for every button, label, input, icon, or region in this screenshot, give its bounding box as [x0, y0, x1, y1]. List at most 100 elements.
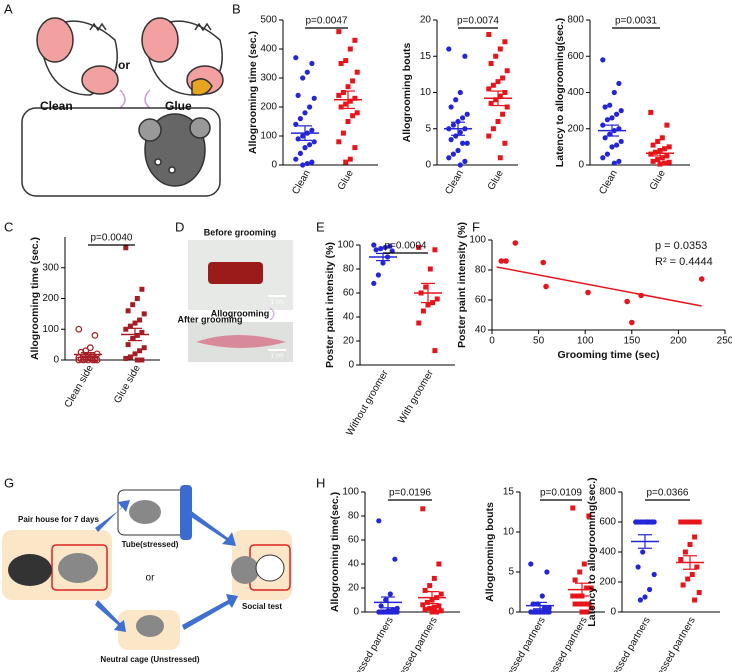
data-point: [581, 601, 587, 607]
x-tick-label: Glue side: [112, 363, 143, 405]
data-point: [498, 258, 505, 264]
data-point: [427, 605, 433, 611]
data-point: [432, 247, 438, 253]
data-point: [125, 308, 131, 314]
data-point: [486, 133, 492, 139]
data-point: [572, 577, 578, 583]
data-point: [497, 93, 503, 99]
data-point: [307, 142, 313, 148]
data-point: [420, 602, 426, 608]
y-tick-label: 80: [343, 264, 355, 275]
y-tick-label: 500: [260, 15, 277, 26]
p-value: p=0.0366: [647, 488, 689, 499]
data-point: [614, 142, 620, 148]
data-point: [650, 142, 656, 148]
data-point: [696, 590, 702, 595]
data-point: [376, 518, 382, 524]
data-point: [652, 149, 658, 155]
data-point: [495, 79, 501, 85]
data-point: [350, 78, 356, 84]
data-point: [427, 583, 433, 589]
data-point: [446, 155, 452, 161]
data-point: [629, 319, 635, 326]
data-point: [432, 348, 438, 354]
data-point: [618, 138, 624, 145]
data-point: [497, 155, 503, 161]
y-tick-label: 400: [260, 44, 277, 55]
data-point: [387, 591, 393, 597]
data-point: [345, 84, 351, 90]
y-tick-label: 800: [567, 15, 584, 26]
y-tick-label: 100: [469, 235, 486, 246]
y-tick-label: 600: [599, 517, 616, 528]
data-point: [311, 139, 317, 145]
y-axis-label: Poster paint intensity (%): [456, 222, 468, 348]
data-point: [493, 53, 499, 59]
data-point: [125, 342, 131, 348]
data-point: [422, 607, 428, 613]
data-point: [336, 139, 342, 145]
data-point: [141, 311, 147, 317]
data-point: [648, 151, 654, 157]
data-point: [586, 601, 592, 607]
data-point: [638, 292, 644, 299]
p-value: p=0.0196: [389, 488, 431, 499]
data-point: [537, 609, 543, 615]
annotation: p = 0.0353: [655, 240, 707, 252]
data-point: [611, 160, 617, 166]
y-tick-label: 0: [271, 160, 277, 171]
data-point: [309, 127, 315, 133]
data-point: [302, 110, 308, 116]
data-point: [495, 119, 501, 124]
y-axis-label: Latency to allogrooming(sec.): [586, 477, 598, 626]
data-point: [134, 332, 140, 338]
data-point: [493, 97, 499, 103]
data-point: [624, 298, 630, 305]
data-point: [431, 575, 437, 581]
data-point: [504, 68, 510, 74]
data-point: [123, 326, 129, 332]
y-tick-label: 40: [348, 559, 360, 570]
data-point: [297, 116, 303, 122]
data-point: [434, 296, 440, 302]
y-tick-label: 40: [475, 325, 487, 336]
data-point: [385, 609, 391, 615]
data-point: [584, 585, 590, 591]
data-point: [457, 89, 463, 96]
data-point: [600, 122, 606, 128]
scale-bar: 1 cm: [270, 300, 283, 306]
data-point: [586, 513, 592, 519]
data-point: [464, 111, 470, 117]
data-point: [500, 111, 506, 117]
data-point: [380, 609, 386, 615]
y-tick-label: 60: [348, 535, 360, 546]
data-point: [132, 320, 138, 326]
data-point: [637, 597, 644, 603]
data-point: [436, 561, 442, 567]
data-point: [304, 69, 310, 75]
data-point: [79, 356, 87, 364]
data-point: [434, 609, 440, 615]
y-tick-label: 100: [42, 324, 59, 335]
y-tick-label: 300: [42, 262, 59, 273]
data-point: [577, 569, 583, 575]
data-point: [383, 597, 389, 603]
data-point: [382, 244, 388, 250]
data-point: [302, 145, 308, 151]
data-point: [309, 159, 315, 165]
data-point: [293, 121, 299, 127]
x-tick-label: Unstressed partners: [493, 615, 548, 672]
data-point: [375, 272, 381, 278]
data-point: [685, 519, 691, 525]
y-tick-label: 60: [475, 295, 487, 306]
data-point: [352, 37, 358, 43]
x-tick-label: Clean side: [63, 363, 96, 410]
data-point: [655, 138, 661, 144]
data-point: [666, 159, 672, 165]
y-axis-label: Allogrooming time (sec.): [247, 31, 259, 154]
data-point: [84, 356, 92, 364]
data-point: [687, 542, 693, 547]
data-point: [380, 260, 386, 266]
data-point: [304, 160, 310, 167]
